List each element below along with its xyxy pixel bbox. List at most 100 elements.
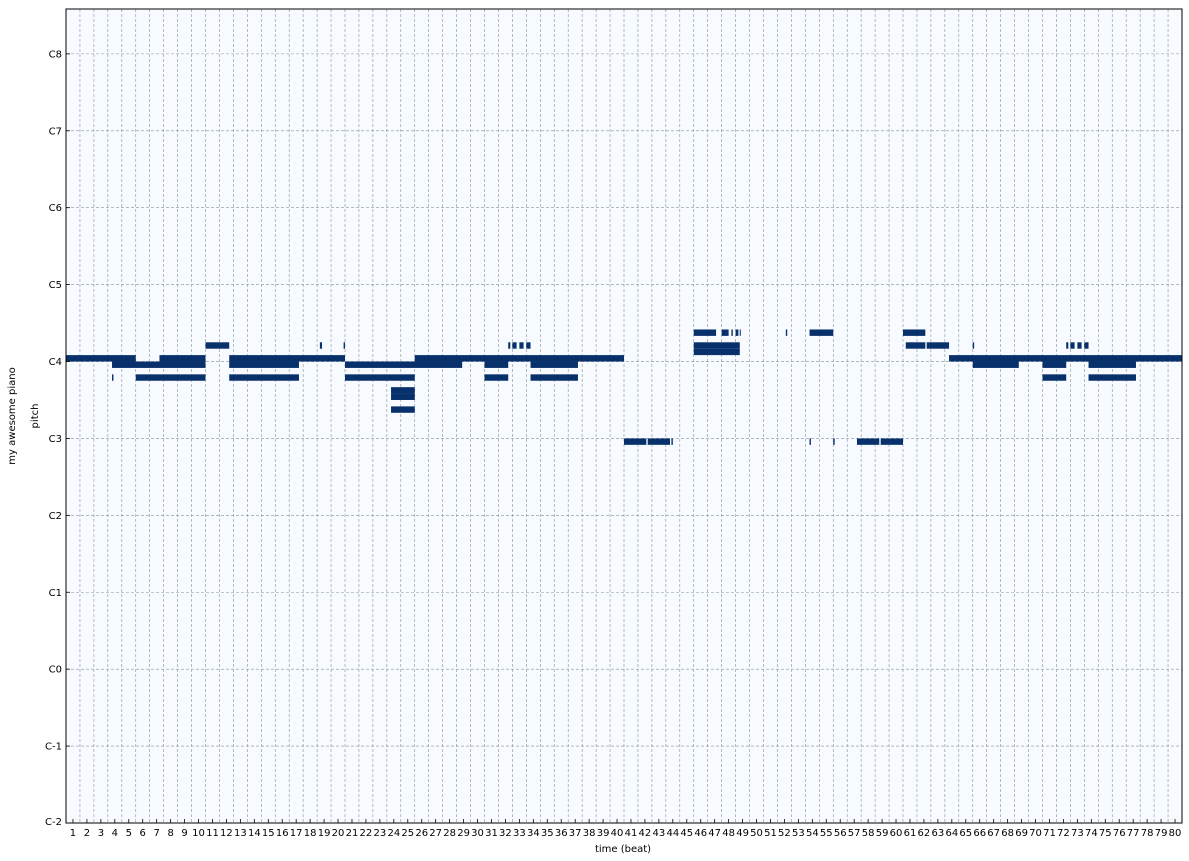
x-tick-label: 37: [569, 828, 582, 839]
x-tick-label: 48: [722, 828, 735, 839]
y-tick-label: C0: [49, 665, 62, 676]
x-tick-label: 69: [1015, 828, 1028, 839]
x-axis-ticks: 1 2 3 4 5 6 7 8 9 10 11 12 13 14 15 16 17 18 19 20 21 22 23 24 2…: [70, 819, 1182, 839]
x-tick-label: 17: [290, 828, 303, 839]
x-tick-label: 72: [1057, 828, 1070, 839]
note-block: [624, 438, 647, 445]
x-tick-label: 20: [332, 828, 345, 839]
note-block: [229, 355, 345, 362]
y-tick-label: C1: [49, 588, 62, 599]
y-tick-label: C6: [49, 203, 62, 214]
note-block: [671, 438, 673, 445]
x-tick-label: 66: [973, 828, 986, 839]
note-block: [1042, 361, 1067, 368]
x-tick-label: 28: [443, 828, 456, 839]
note-block: [785, 329, 788, 336]
y-axis-ticks: C-2 C-1 C0 C1 C2 C3 C4 C5 C6 C7 C8: [45, 49, 70, 828]
note-block: [647, 438, 671, 445]
note-block: [903, 329, 926, 336]
note-block: [159, 355, 206, 362]
note-block: [731, 329, 733, 336]
note-block: [926, 342, 950, 349]
x-tick-label: 54: [806, 828, 819, 839]
x-tick-label: 22: [360, 828, 373, 839]
plot-frame: [65, 8, 1183, 824]
note-block: [735, 329, 739, 336]
x-tick-label: 77: [1127, 828, 1140, 839]
note-block: [721, 329, 729, 336]
x-tick-label: 24: [387, 828, 400, 839]
note-block: [1084, 342, 1089, 349]
note-block: [343, 342, 345, 349]
x-tick-label: 59: [876, 828, 889, 839]
x-tick-label: 38: [583, 828, 596, 839]
note-block: [391, 387, 415, 394]
x-tick-label: 7: [153, 828, 159, 839]
note-block: [833, 438, 835, 445]
x-tick-label: 65: [959, 828, 972, 839]
x-tick-label: 3: [98, 828, 104, 839]
note-block: [319, 342, 322, 349]
x-tick-label: 52: [778, 828, 791, 839]
x-tick-label: 8: [167, 828, 173, 839]
x-tick-label: 2: [84, 828, 90, 839]
x-tick-label: 76: [1113, 828, 1126, 839]
y-tick-label: C-1: [45, 742, 62, 753]
x-tick-label: 40: [611, 828, 624, 839]
note-block: [905, 342, 926, 349]
x-tick-label: 6: [140, 828, 146, 839]
x-tick-label: 57: [848, 828, 861, 839]
x-axis-label: time (beat): [595, 844, 651, 855]
x-tick-label: 79: [1155, 828, 1168, 839]
note-block: [391, 406, 415, 413]
x-tick-label: 53: [792, 828, 805, 839]
x-tick-label: 74: [1085, 828, 1098, 839]
x-tick-label: 13: [234, 828, 247, 839]
note-block: [391, 393, 415, 400]
x-tick-label: 12: [220, 828, 233, 839]
note-block: [1066, 342, 1069, 349]
note-block: [949, 355, 1182, 362]
x-tick-label: 63: [932, 828, 945, 839]
x-tick-label: 36: [555, 828, 568, 839]
note-block: [739, 329, 741, 336]
x-tick-label: 42: [639, 828, 652, 839]
y-tick-label: C-2: [45, 817, 62, 828]
note-block: [856, 438, 880, 445]
x-tick-label: 58: [862, 828, 875, 839]
x-tick-label: 19: [318, 828, 331, 839]
x-tick-label: 80: [1169, 828, 1182, 839]
note-block: [205, 342, 230, 349]
y-tick-label: C7: [49, 126, 62, 137]
note-block: [1042, 374, 1067, 381]
x-tick-label: 67: [987, 828, 1000, 839]
x-tick-label: 62: [918, 828, 931, 839]
x-tick-label: 60: [890, 828, 903, 839]
note-block: [345, 374, 415, 381]
x-tick-label: 26: [415, 828, 428, 839]
x-tick-label: 35: [541, 828, 554, 839]
y-tick-label: C2: [49, 511, 62, 522]
x-tick-label: 56: [834, 828, 847, 839]
note-block: [526, 342, 531, 349]
note-block: [1088, 374, 1136, 381]
y-axis-label: pitch: [30, 404, 41, 429]
note-block: [880, 438, 903, 445]
y-tick-label: C8: [49, 49, 62, 60]
x-tick-label: 34: [527, 828, 540, 839]
x-tick-label: 43: [653, 828, 666, 839]
note-block: [229, 361, 299, 368]
note-block: [972, 342, 975, 349]
x-tick-label: 15: [262, 828, 275, 839]
x-tick-label: 23: [374, 828, 387, 839]
note-block: [345, 361, 463, 368]
note-block: [484, 361, 509, 368]
x-tick-label: 39: [597, 828, 610, 839]
x-tick-label: 9: [181, 828, 187, 839]
x-tick-label: 5: [126, 828, 132, 839]
note-block: [693, 342, 740, 349]
x-tick-label: 41: [625, 828, 638, 839]
x-tick-label: 18: [304, 828, 317, 839]
x-tick-label: 32: [499, 828, 512, 839]
